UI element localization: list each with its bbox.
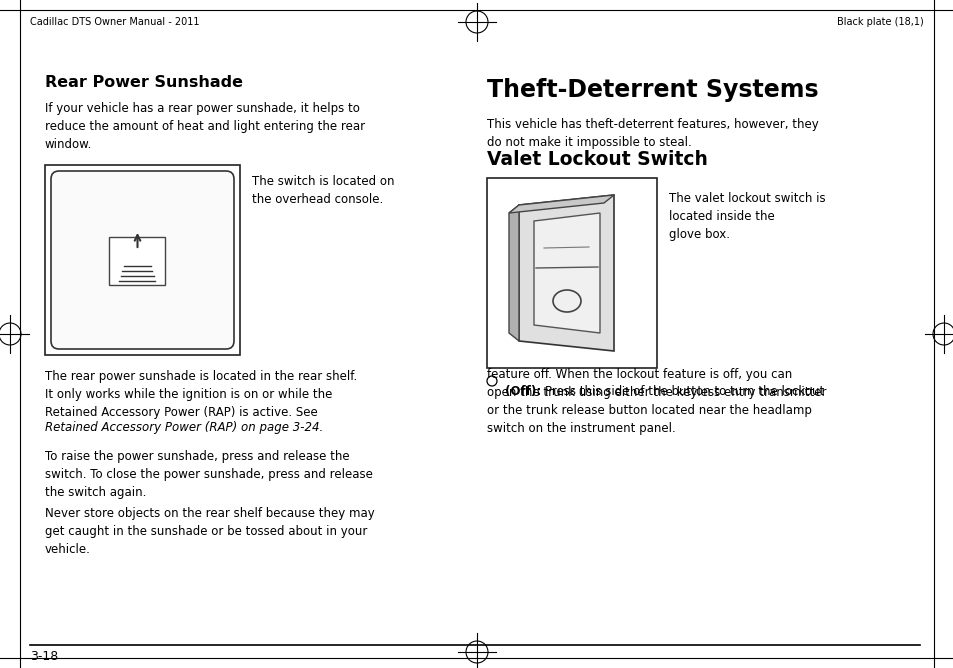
Text: Never store objects on the rear shelf because they may
get caught in the sunshad: Never store objects on the rear shelf be… [45,507,375,556]
Polygon shape [534,213,599,333]
Text: The valet lockout switch is
located inside the
glove box.: The valet lockout switch is located insi… [668,192,824,241]
FancyBboxPatch shape [45,165,240,355]
Text: Valet Lockout Switch: Valet Lockout Switch [486,150,707,169]
Text: The switch is located on
the overhead console.: The switch is located on the overhead co… [252,175,395,206]
Text: Cadillac DTS Owner Manual - 2011: Cadillac DTS Owner Manual - 2011 [30,17,199,27]
Text: To raise the power sunshade, press and release the
switch. To close the power su: To raise the power sunshade, press and r… [45,450,373,499]
Text: Retained Accessory Power (RAP) on page 3-24.: Retained Accessory Power (RAP) on page 3… [45,421,323,434]
Polygon shape [509,195,614,213]
Text: Press this side of the button to turn the lockout: Press this side of the button to turn th… [544,385,823,398]
Text: Theft-Deterrent Systems: Theft-Deterrent Systems [486,78,818,102]
Polygon shape [509,205,518,341]
Text: The rear power sunshade is located in the rear shelf.
It only works while the ig: The rear power sunshade is located in th… [45,370,356,437]
Text: If your vehicle has a rear power sunshade, it helps to
reduce the amount of heat: If your vehicle has a rear power sunshad… [45,102,365,151]
FancyBboxPatch shape [486,178,657,368]
Text: Rear Power Sunshade: Rear Power Sunshade [45,75,243,90]
Text: Black plate (18,1): Black plate (18,1) [837,17,923,27]
FancyBboxPatch shape [51,171,233,349]
FancyBboxPatch shape [110,237,165,285]
Polygon shape [518,195,614,351]
Text: (Off):: (Off): [500,385,545,398]
Text: 3-18: 3-18 [30,649,58,663]
Text: feature off. When the lockout feature is off, you can
open the trunk using eithe: feature off. When the lockout feature is… [486,368,825,435]
Text: This vehicle has theft-deterrent features, however, they
do not make it impossib: This vehicle has theft-deterrent feature… [486,118,818,149]
